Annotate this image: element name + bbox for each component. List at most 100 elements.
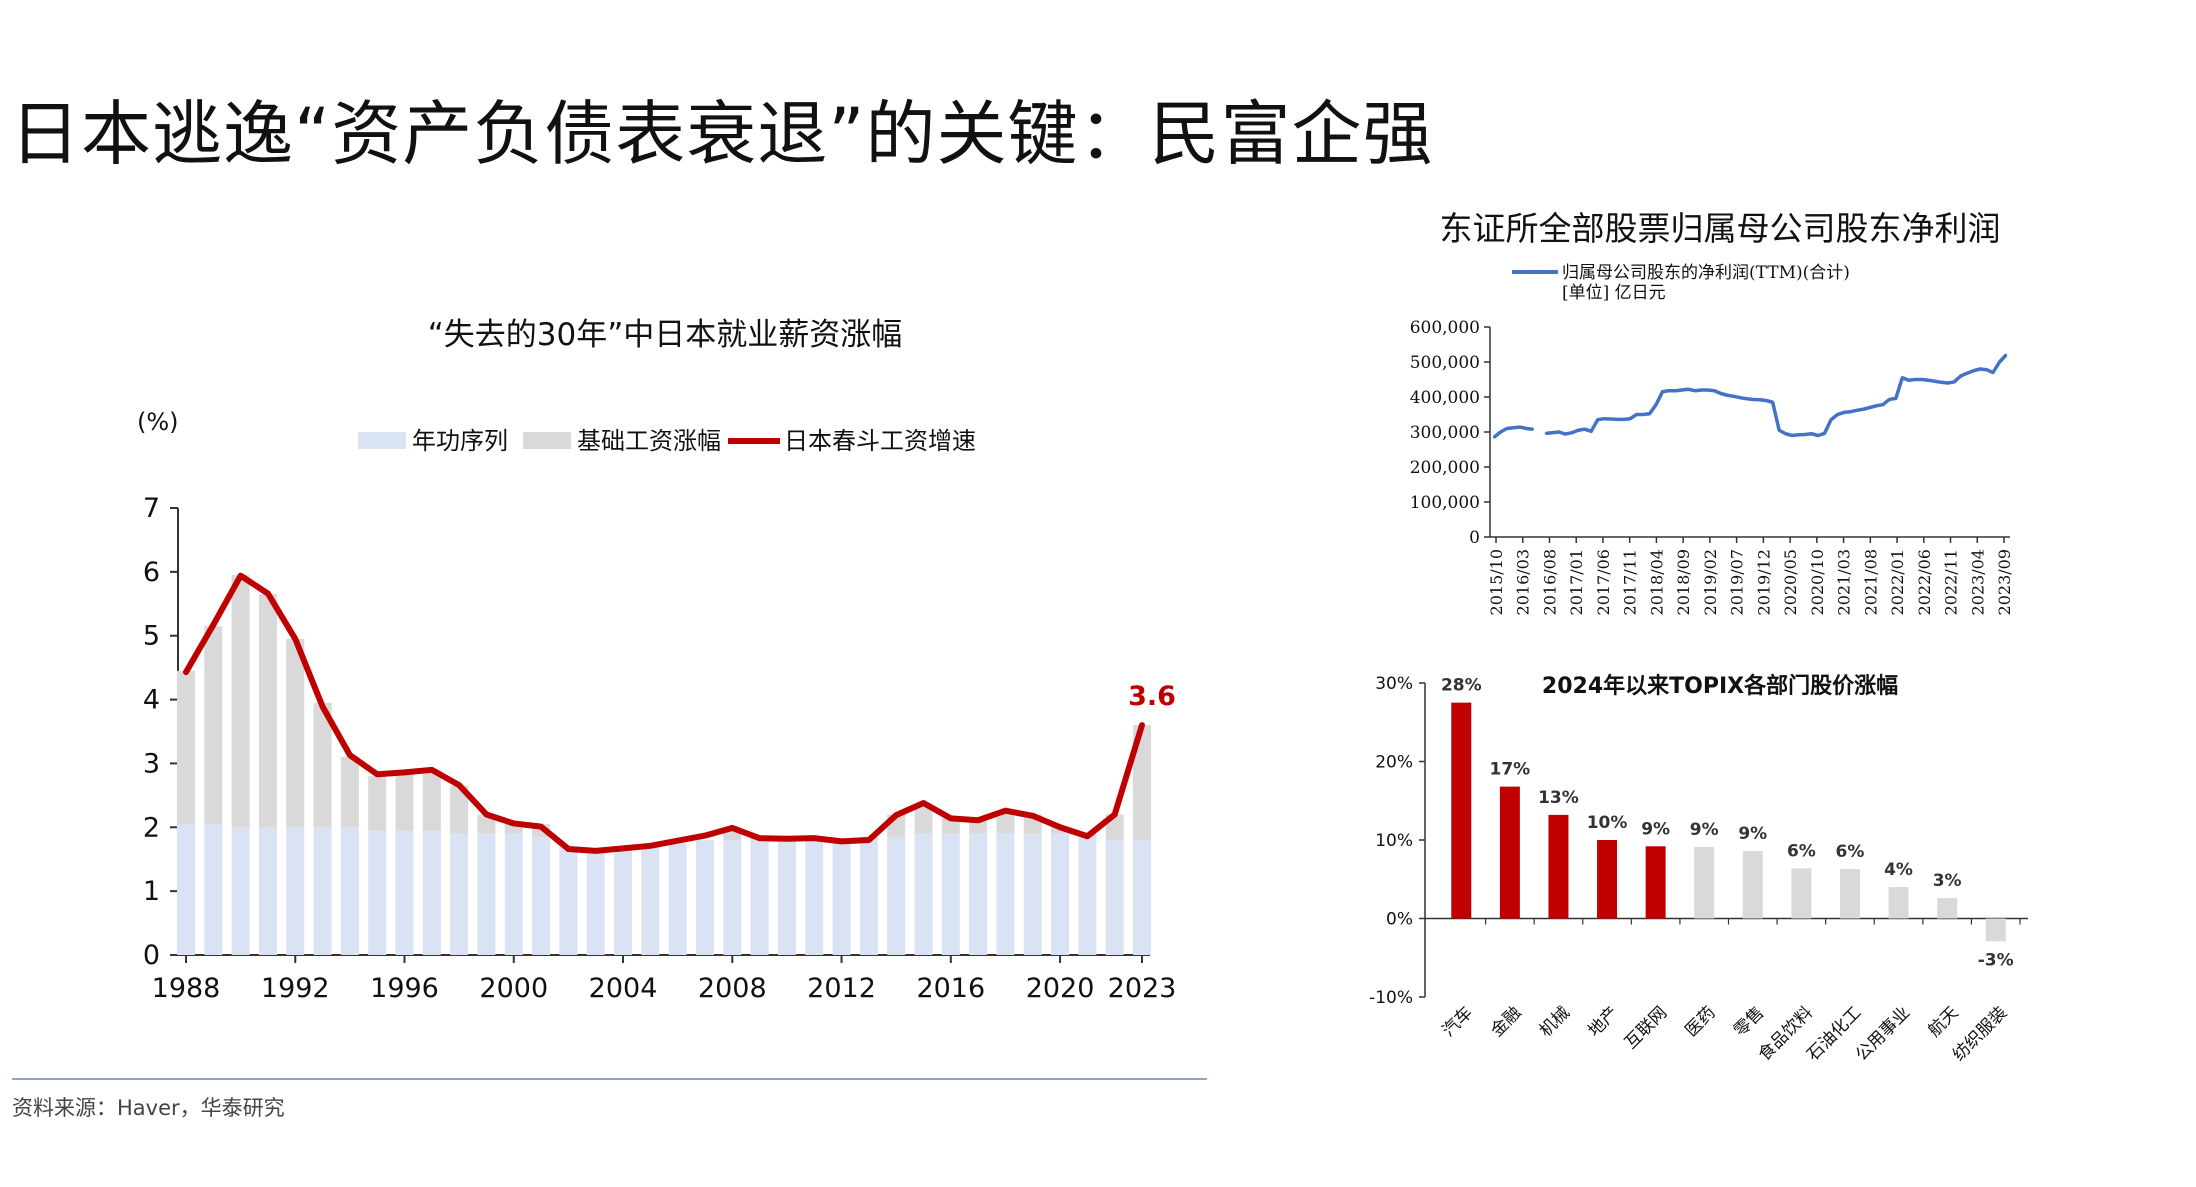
- wage-bar-base-increase: [914, 804, 933, 834]
- wage-legend-label: 年功序列: [412, 427, 508, 455]
- wage-line-point: [894, 813, 898, 817]
- profit-point: [1810, 432, 1813, 435]
- profit-point: [1881, 403, 1885, 406]
- topix-data-label: 13%: [1538, 788, 1579, 808]
- profit-y-tick-label: 600,000: [1410, 318, 1480, 338]
- topix-data-label: 9%: [1738, 824, 1767, 844]
- wage-line-point: [1085, 834, 1089, 838]
- wage-line-point: [921, 801, 925, 805]
- topix-bar: [1645, 846, 1666, 919]
- wage-bar-seniority: [340, 827, 359, 955]
- wage-bar-seniority: [969, 833, 988, 955]
- wage-bar-base-increase: [204, 626, 223, 825]
- profit-point: [1894, 397, 1898, 400]
- wage-line-point: [293, 637, 297, 641]
- wage-bar-base-increase: [258, 594, 277, 828]
- wage-line-point: [512, 821, 516, 825]
- topix-bar: [1694, 847, 1715, 919]
- wage-bar-seniority: [832, 840, 851, 955]
- profit-point: [1674, 389, 1677, 392]
- wage-bar-base-increase: [1051, 827, 1070, 834]
- profit-point: [1875, 404, 1878, 407]
- wage-x-tick-label: 1992: [261, 973, 330, 1004]
- profit-point: [1687, 388, 1690, 391]
- wage-x-tick-label: 2008: [698, 973, 767, 1004]
- profit-point: [1939, 381, 1943, 384]
- topix-category-label: 地产: [1584, 1003, 1622, 1041]
- wage-bar-seniority: [231, 827, 250, 955]
- wage-y-tick-label: 3: [143, 748, 160, 779]
- wage-line-point: [621, 846, 625, 850]
- topix-category-label: 金融: [1487, 1003, 1525, 1041]
- wage-bar-seniority: [941, 833, 960, 955]
- wage-bar-seniority: [258, 827, 277, 955]
- wage-line-point: [648, 844, 652, 848]
- profit-point: [1700, 388, 1703, 392]
- profit-point: [1732, 395, 1735, 398]
- profit-x-tick-label: 2017/06: [1594, 549, 1613, 615]
- topix-data-label: -3%: [1978, 950, 2014, 970]
- wage-bar-seniority: [641, 846, 660, 955]
- source-divider: [12, 1078, 1207, 1080]
- profit-point: [1959, 374, 1962, 378]
- wage-y-tick-label: 6: [143, 557, 160, 588]
- wage-line-point: [730, 826, 734, 830]
- profit-x-tick-label: 2018/04: [1647, 549, 1666, 615]
- topix-y-tick-label: 30%: [1375, 674, 1413, 694]
- wage-bar-base-increase: [504, 824, 523, 834]
- topix-data-label: 6%: [1836, 842, 1865, 862]
- profit-point: [1531, 428, 1535, 431]
- wage-line-point: [594, 849, 598, 853]
- topix-bar: [1548, 814, 1569, 919]
- wage-line-point: [403, 770, 407, 774]
- wage-line-point: [949, 816, 953, 820]
- topix-category-label: 纺织服装: [1949, 1003, 2011, 1065]
- profit-point: [1648, 412, 1651, 415]
- wage-x-tick-label: 2023: [1108, 973, 1177, 1004]
- wage-y-tick-label: 0: [143, 940, 160, 971]
- profit-point: [1602, 417, 1606, 420]
- profit-point: [1622, 418, 1625, 421]
- profit-point: [1752, 398, 1755, 401]
- wage-line-point: [1058, 825, 1062, 829]
- topix-y-tick-label: -10%: [1369, 988, 1413, 1008]
- wage-line-point: [321, 705, 325, 709]
- wage-legend-label: 基础工资涨幅: [577, 427, 721, 455]
- wage-line-point: [703, 834, 707, 838]
- topix-data-label: 10%: [1587, 813, 1628, 833]
- profit-point: [1991, 371, 1995, 374]
- profit-point: [1492, 436, 1496, 439]
- wage-bar-seniority: [723, 840, 742, 955]
- wage-line-point: [1031, 814, 1035, 818]
- wage-bar-seniority: [695, 840, 714, 955]
- wage-line-point: [184, 670, 188, 674]
- wage-line-point: [785, 837, 789, 841]
- wage-x-tick-label: 2000: [479, 973, 548, 1004]
- topix-data-label: 17%: [1490, 760, 1531, 780]
- profit-x-tick-label: 2020/05: [1781, 549, 1800, 615]
- profit-point: [1914, 378, 1917, 381]
- wage-bar-base-increase: [941, 817, 960, 834]
- wage-x-tick-label: 2012: [807, 973, 876, 1004]
- wage-bar-seniority: [204, 824, 223, 955]
- wage-bar-base-increase: [1133, 725, 1151, 841]
- wage-bar-base-increase: [313, 702, 332, 828]
- wage-bar-seniority: [614, 849, 633, 955]
- profit-point: [1998, 360, 2001, 364]
- page-title: 日本逃逸“资产负债表衰退”的关键：民富企强: [10, 93, 1434, 175]
- topix-category-label: 公用事业: [1852, 1003, 1914, 1065]
- wage-y-unit: (%): [137, 408, 179, 436]
- topix-y-tick-label: 20%: [1375, 753, 1413, 773]
- wage-bar-seniority: [368, 830, 387, 955]
- profit-point: [1823, 432, 1826, 435]
- wage-bar-base-increase: [286, 638, 305, 828]
- profit-y-tick-label: 200,000: [1410, 458, 1480, 478]
- wage-bar-seniority: [805, 840, 824, 955]
- profit-x-tick-label: 2020/10: [1808, 549, 1827, 615]
- profit-point: [1739, 396, 1742, 399]
- profit-point: [1557, 430, 1561, 434]
- wage-line-point: [1003, 809, 1007, 813]
- profit-x-tick-label: 2022/11: [1942, 549, 1961, 615]
- profit-x-tick-label: 2022/06: [1915, 549, 1934, 615]
- profit-point: [1790, 434, 1794, 437]
